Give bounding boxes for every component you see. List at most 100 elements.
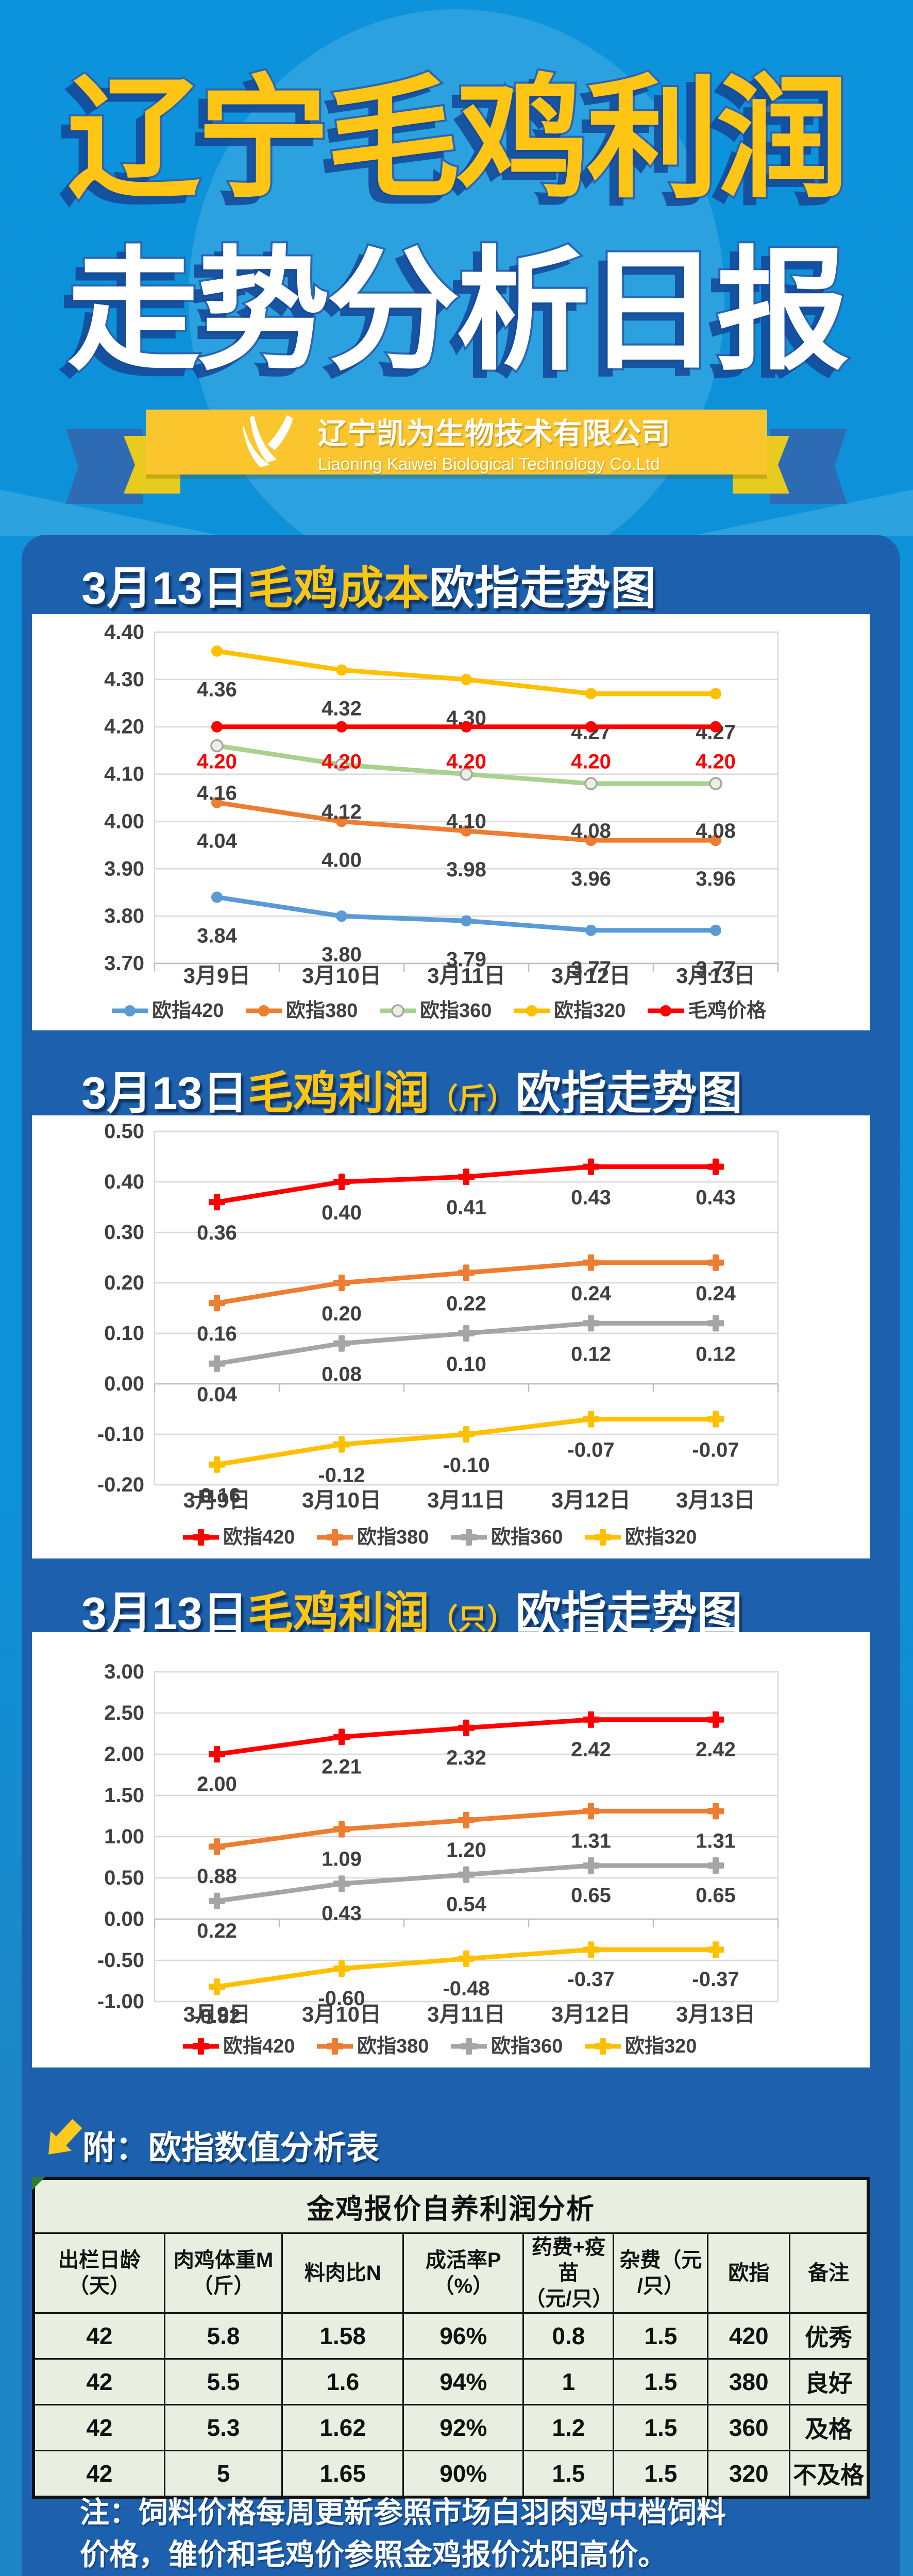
table-cell: 1.62	[281, 2404, 404, 2451]
series-line-欧指320	[214, 649, 718, 696]
data-label: 2.21	[322, 1755, 362, 1778]
profit-analysis-table: 金鸡报价自养利润分析 出栏日龄 （天） 肉鸡体重M （斤） 料肉比N 成活率P （%）药…	[32, 2177, 870, 2499]
y-axis-tick-label: 4.20	[104, 716, 144, 738]
x-axis-category-label: 3月12日	[551, 1488, 631, 1512]
table-cell: 1.5	[522, 2450, 615, 2498]
chart-title-segment: 毛鸡利润	[247, 1588, 429, 1639]
table-cell: 90%	[402, 2450, 525, 2498]
table-cell: 优秀	[789, 2312, 869, 2360]
table-cell: 1.5	[613, 2312, 709, 2360]
data-label: 4.08	[571, 820, 611, 842]
chart-title-segment: 欧指走势图	[515, 1067, 742, 1118]
data-label: 0.88	[197, 1865, 237, 1888]
chart-title-segment: 欧指走势图	[429, 563, 656, 614]
table-cell: 1	[522, 2358, 615, 2405]
legend-label: 欧指420	[223, 1527, 295, 1548]
table-cell: 1.5	[613, 2450, 709, 2498]
chart-title-segment: 3月13日	[81, 1588, 248, 1639]
table-header-cell: 备注	[789, 2232, 869, 2314]
table-cell: 及格	[789, 2404, 869, 2451]
y-axis-tick-label: 3.00	[104, 1660, 144, 1683]
legend-label: 欧指380	[357, 1527, 429, 1548]
table-cell: 5.8	[163, 2312, 283, 2360]
data-label: 0.43	[322, 1902, 362, 1925]
table-cell: 1.58	[281, 2312, 404, 2360]
legend-label: 欧指380	[286, 1000, 358, 1022]
data-label: -0.10	[443, 1454, 489, 1477]
chart-box-profit-zhi: 3.00 2.50 2.00 1.50 1.00 0.50 0.00 -0.50 -1.00 3月…	[32, 1632, 870, 2067]
table-row: 42 5.8 1.58 96% 0.8 1.5 420 优秀	[32, 2312, 869, 2360]
y-axis-tick-label: 1.50	[104, 1784, 144, 1807]
data-label: 1.31	[571, 1829, 611, 1852]
y-axis-tick-label: 4.10	[104, 763, 144, 786]
table-cell: 1.5	[613, 2358, 709, 2405]
data-label: -0.16	[193, 1484, 240, 1507]
table-title: 金鸡报价自养利润分析	[32, 2177, 869, 2234]
data-label: 4.16	[197, 782, 237, 804]
y-axis-tick-label: 2.00	[104, 1743, 144, 1766]
data-label: 3.77	[696, 958, 736, 980]
data-label: 0.16	[197, 1323, 237, 1345]
data-label: 0.04	[197, 1383, 238, 1406]
table-header-cell: 出栏日龄 （天）	[32, 2232, 165, 2314]
chart-title-profit-zhi: 3月13日毛鸡利润（只）欧指走势图	[81, 1588, 742, 1639]
data-label: 0.24	[571, 1282, 612, 1305]
table-header-cell: 药费+疫苗 （元/只）	[522, 2232, 615, 2314]
legend-label: 欧指360	[420, 1000, 492, 1022]
data-label: 2.42	[571, 1738, 611, 1761]
table-row: 42 5.3 1.62 92% 1.2 1.5 360 及格	[32, 2404, 869, 2451]
table-cell: 94%	[402, 2358, 525, 2405]
x-axis-category-label: 3月11日	[427, 1488, 505, 1512]
data-label: -0.37	[567, 1968, 614, 1991]
data-label: 0.65	[696, 1884, 736, 1907]
data-label: 2.32	[446, 1747, 486, 1769]
down-right-arrow-icon	[36, 2114, 88, 2168]
data-label: 0.65	[571, 1884, 611, 1907]
data-label: 4.20	[322, 751, 362, 773]
table-cell: 1.6	[281, 2358, 404, 2405]
data-label: 2.00	[197, 1773, 237, 1795]
data-label: 0.08	[322, 1363, 362, 1386]
plot-border	[154, 1130, 779, 1486]
x-axis-category-label: 3月9日	[183, 2002, 251, 2026]
profit-per-bird-chart: 3.00 2.50 2.00 1.50 1.00 0.50 0.00 -0.50 -1.00 3月…	[97, 1660, 779, 2057]
company-name-en: Liaoning Kaiwei Biological Technology Co…	[318, 454, 660, 473]
data-label: -0.12	[318, 1464, 365, 1487]
y-axis-tick-label: 0.20	[104, 1272, 144, 1294]
plot-border	[154, 1671, 779, 2003]
company-banner: 辽宁凯为生物技术有限公司 Liaoning Kaiwei Biological …	[146, 410, 767, 474]
table-header-cell: 肉鸡体重M （斤）	[163, 2232, 283, 2314]
chart-title-profit-jin: 3月13日毛鸡利润（斤）欧指走势图	[81, 1067, 742, 1118]
table-cell: 42	[32, 2404, 165, 2451]
table-cell: 360	[707, 2404, 791, 2451]
data-label: 2.42	[696, 1738, 736, 1761]
table-cell: 380	[707, 2358, 791, 2405]
x-axis-category-label: 3月12日	[551, 963, 631, 988]
y-axis-tick-label: 3.70	[104, 952, 144, 975]
y-axis-tick-label: 0.00	[104, 1372, 144, 1395]
data-label: 1.31	[696, 1829, 736, 1852]
table-cell: 42	[32, 2312, 165, 2360]
y-axis-tick-label: 3.80	[104, 905, 144, 927]
data-label: 1.20	[446, 1839, 486, 1861]
table-header-cell: 成活率P （%）	[402, 2232, 525, 2314]
chart-title-cost: 3月13日毛鸡成本欧指走势图	[81, 563, 656, 614]
header-ellipse-decoration	[189, 9, 724, 586]
x-axis-category-label: 3月9日	[183, 963, 251, 988]
chart-title-segment: 3月13日	[81, 1067, 248, 1118]
table-header-cell: 欧指	[707, 2232, 791, 2314]
table-cell: 良好	[789, 2358, 869, 2405]
table-cell: 5	[163, 2450, 283, 2498]
data-label: 0.43	[696, 1187, 736, 1209]
y-axis-tick-label: 0.00	[104, 1908, 144, 1930]
data-label: 0.40	[322, 1201, 362, 1224]
legend-label: 欧指320	[554, 1000, 625, 1022]
table-cell: 不及格	[789, 2450, 869, 2498]
legend-label: 欧指320	[625, 1527, 697, 1548]
y-axis-tick-label: -0.20	[97, 1473, 144, 1496]
data-label: 4.20	[571, 751, 611, 773]
x-axis-category-label: 3月9日	[183, 1488, 251, 1512]
table-cell: 1.5	[613, 2404, 709, 2451]
chart-box-cost: 4.40 4.30 4.20 4.10 4.00 3.90 3.80 3.70 3月9日 3月10…	[32, 614, 870, 1030]
data-label: 4.20	[696, 751, 736, 773]
